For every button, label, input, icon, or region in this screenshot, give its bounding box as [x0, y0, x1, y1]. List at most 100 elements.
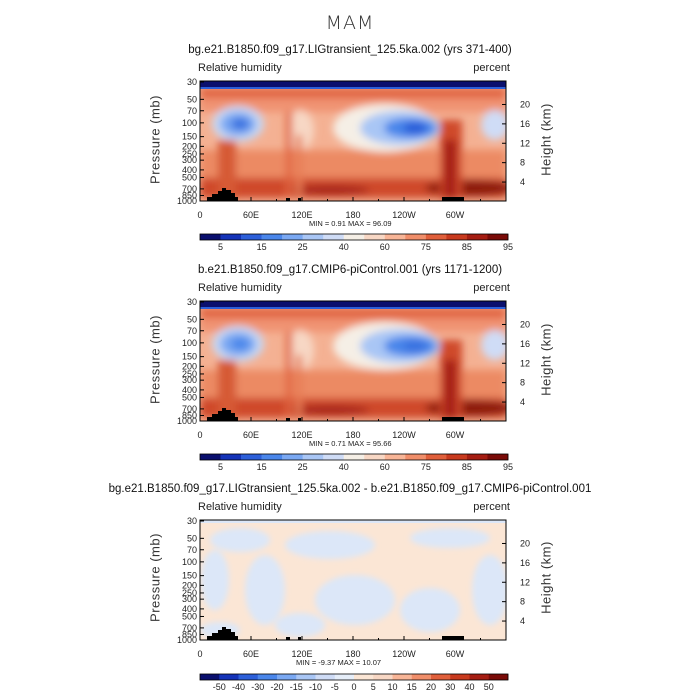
- panel-2-x-tick-label: 180: [345, 430, 360, 440]
- panel-3-right-tick-label: 8: [520, 597, 525, 607]
- panel-1-y-tick-label: 50: [187, 94, 197, 104]
- panel-1-colorbar-box: [261, 234, 283, 240]
- panel-3-x-tick-label: 60W: [446, 649, 465, 659]
- panel-3-right-tick-label: 20: [520, 538, 530, 548]
- panel-3-title: bg.e21.B1850.f09_g17.LIGtransient_125.5k…: [108, 483, 592, 495]
- panel-3-y-tick-label: 400: [182, 604, 197, 614]
- panel-3-colorbar-box: [373, 674, 393, 680]
- panel-3-units-label: percent: [473, 501, 510, 513]
- panel-1-right-tick-label: 20: [520, 99, 530, 109]
- panel-1-x-tick-label: 120E: [291, 210, 312, 220]
- panel-1-colorbar-box: [466, 234, 488, 240]
- panel-1-right-tick-label: 12: [520, 138, 530, 148]
- panel-3-colorbar-label: -20: [270, 682, 283, 692]
- panel-2-colorbar-label: 25: [298, 462, 308, 472]
- panel-1-colorbar-box: [405, 234, 427, 240]
- panel-1-colorbar-label: 85: [462, 242, 472, 252]
- panel-2-colorbar-box: [364, 454, 386, 460]
- panel-3-colorbar-box: [354, 674, 374, 680]
- panel-1-x-tick-label: 0: [197, 210, 202, 220]
- panel-1-colorbar-box: [241, 234, 262, 240]
- panel-1-minmax: MIN = 0.91 MAX = 96.09: [309, 219, 392, 228]
- panel-3-colorbar-box: [277, 674, 297, 680]
- panel-2-colorbar-label: 60: [380, 462, 390, 472]
- panel-2-colorbar-label: 5: [218, 462, 223, 472]
- panel-1-colorbar-box: [364, 234, 386, 240]
- panel-2-colorbar-box: [282, 454, 303, 460]
- panel-2-y-tick-label: 300: [182, 375, 197, 385]
- panel-3-colorbar-label: 30: [445, 682, 455, 692]
- panel-2-x-tick-label: 120E: [291, 430, 312, 440]
- panel-2-right-tick-label: 20: [520, 319, 530, 329]
- panel-1-title: bg.e21.B1850.f09_g17.LIGtransient_125.5k…: [188, 44, 512, 56]
- panel-1-colorbar-label: 15: [257, 242, 267, 252]
- panel-2-colorbar-label: 40: [339, 462, 349, 472]
- panel-1-y-tick-label: 200: [182, 141, 197, 151]
- panel-3-colorbar-label: -50: [213, 682, 226, 692]
- panel-1-colorbar-label: 60: [380, 242, 390, 252]
- panel-1-colorbar-box: [384, 234, 406, 240]
- panel-2-colorbar-box: [241, 454, 262, 460]
- season-title: MAM: [325, 12, 375, 34]
- panel-3-colorbar-box: [200, 674, 220, 680]
- panel-3-x-tick-label: 120E: [291, 649, 312, 659]
- panel-1-colorbar-label: 40: [339, 242, 349, 252]
- panel-1-y-tick-label: 400: [182, 165, 197, 175]
- panel-1-x-tick-label: 60W: [446, 210, 465, 220]
- panel-3-colorbar-label: -10: [309, 682, 322, 692]
- panel-3-y-tick-label: 100: [182, 557, 197, 567]
- panel-2-y-tick-label: 30: [187, 297, 197, 307]
- panel-3-colorbar-label: 40: [464, 682, 474, 692]
- panel-2-colorbar-frame: [199, 453, 509, 461]
- panel-1-y-tick-label: 250: [182, 149, 197, 159]
- panel-1-x-tick-label: 180: [345, 210, 360, 220]
- panel-3-colorbar-box: [431, 674, 451, 680]
- panel-3-colorbar-box: [392, 674, 413, 680]
- panel-3-x-tick-label: 60E: [243, 649, 259, 659]
- panel-1-colorbar-box: [343, 234, 365, 240]
- panel-3-colorbar-label: 15: [407, 682, 417, 692]
- panel-1-colorbar-label: 95: [503, 242, 513, 252]
- panel-1-colorbar-frame: [199, 233, 509, 241]
- panel-2-colorbar-box: [302, 454, 324, 460]
- panel-2-colorbar-label: 85: [462, 462, 472, 472]
- panel-3-colorbar-label: 10: [387, 682, 397, 692]
- panel-3-y-tick-label: 150: [182, 571, 197, 581]
- panel-2-y-tick-label: 50: [187, 314, 197, 324]
- panel-1-right-tick-label: 4: [520, 177, 525, 187]
- panel-3-colorbar-label: -15: [290, 682, 303, 692]
- panel-3-colorbar-box: [257, 674, 278, 680]
- panel-1-colorbar-label: 5: [218, 242, 223, 252]
- panel-1-y-tick-label: 500: [182, 172, 197, 182]
- panel-3-colorbar-label: 20: [426, 682, 436, 692]
- panel-2-x-tick-label: 120W: [392, 430, 416, 440]
- panel-3-colorbar-box: [488, 674, 509, 680]
- panel-2-colorbar-box: [343, 454, 365, 460]
- panel-2-minmax: MIN = 0.71 MAX = 95.66: [309, 439, 392, 448]
- panel-2-colorbar-box: [220, 454, 242, 460]
- panel-2-colorbar-box: [446, 454, 468, 460]
- panel-2-right-tick-label: 4: [520, 397, 525, 407]
- panel-3-y-tick-label: 250: [182, 588, 197, 598]
- panel-3-minmax: MIN = -9.37 MAX = 10.07: [296, 658, 382, 667]
- panel-3-y-tick-label: 300: [182, 594, 197, 604]
- panel-3-colorbar-label: -30: [251, 682, 264, 692]
- panel-3-right-tick-label: 4: [520, 616, 525, 626]
- panel-2-y-tick-label: 700: [182, 404, 197, 414]
- panel-3-x-tick-label: 0: [197, 649, 202, 659]
- panel-3-right-tick-label: 16: [520, 558, 530, 568]
- panel-2-colorbar-label: 95: [503, 462, 513, 472]
- panel-1-y-tick-label: 70: [187, 106, 197, 116]
- panel-2-colorbar-box: [200, 454, 221, 460]
- panel-1-colorbar-box: [446, 234, 468, 240]
- panel-2-y-tick-label: 250: [182, 369, 197, 379]
- panel-1-colorbar-box: [323, 234, 345, 240]
- panel-3-colorbar-box: [450, 674, 470, 680]
- panel-1-y-tick-label: 700: [182, 184, 197, 194]
- panel-3-x-tick-label: 120W: [392, 649, 416, 659]
- panel-2-x-tick-label: 0: [197, 430, 202, 440]
- panel-2-y-tick-label: 400: [182, 385, 197, 395]
- panel-2-colorbar-box: [466, 454, 488, 460]
- panel-1-colorbar-box: [487, 234, 509, 240]
